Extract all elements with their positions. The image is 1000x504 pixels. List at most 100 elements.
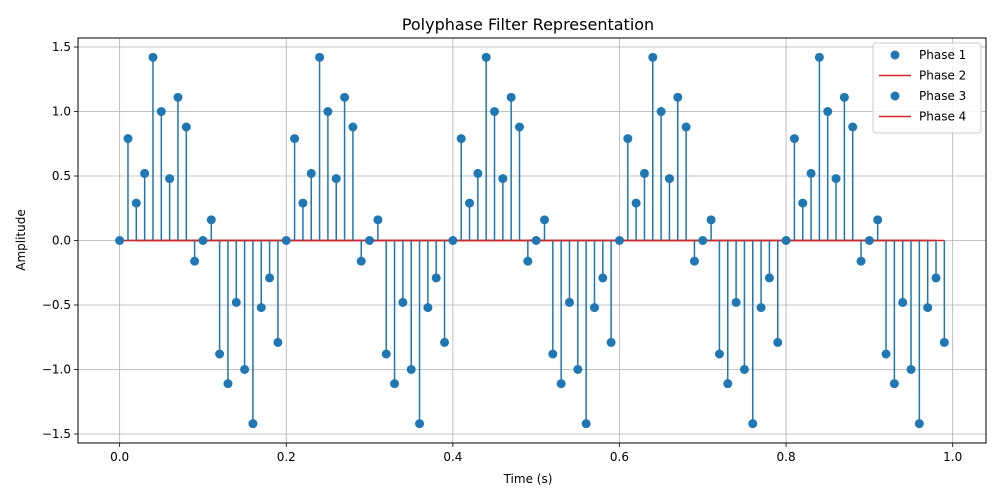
phase-3-marker	[431, 273, 441, 283]
legend-box	[872, 42, 982, 134]
phase-1-marker	[348, 122, 358, 132]
phase-3-marker	[231, 297, 241, 307]
phase-4-marker	[606, 337, 616, 347]
phase-2-marker	[456, 134, 466, 144]
phase-1-marker	[881, 349, 891, 359]
phase-2-marker	[223, 379, 233, 389]
marker-layer	[115, 52, 949, 429]
phase-4-marker	[273, 337, 283, 347]
phase-3-marker	[798, 198, 808, 208]
phase-3-marker	[265, 273, 275, 283]
phase-4-marker	[773, 337, 783, 347]
phase-1-marker	[914, 419, 924, 429]
x-tick-label: 0.2	[277, 450, 296, 464]
phase-4-marker	[406, 364, 416, 374]
phase-1-marker	[281, 236, 291, 245]
phase-1-marker	[814, 52, 824, 62]
phase-1-legend-marker	[890, 50, 900, 60]
phase-1-marker	[681, 122, 691, 132]
phase-2-marker	[789, 134, 799, 144]
x-tick-label: 0.6	[610, 450, 629, 464]
y-tick-label: 0.5	[52, 169, 71, 183]
phase-2-marker	[556, 379, 566, 389]
phase-4-marker	[939, 337, 949, 347]
phase-4-marker	[506, 92, 516, 102]
phase-3-marker	[698, 236, 708, 245]
phase-3-marker	[731, 297, 741, 307]
phase-2-marker	[889, 379, 899, 389]
phase-1-marker	[548, 349, 558, 359]
phase-2-marker	[856, 256, 866, 266]
phase-1-legend-label: Phase 1	[919, 48, 966, 62]
phase-4-marker	[839, 92, 849, 102]
phase-1-marker	[381, 349, 391, 359]
phase-3-legend-label: Phase 3	[919, 89, 966, 103]
phase-3-marker	[531, 236, 541, 245]
phase-4-marker	[639, 168, 649, 178]
phase-1-marker	[481, 52, 491, 62]
phase-4-marker	[440, 337, 450, 347]
phase-2-marker	[423, 303, 433, 313]
phase-3-marker	[298, 198, 308, 208]
phase-3-marker	[631, 198, 641, 208]
phase-3-marker	[898, 297, 908, 307]
phase-1-marker	[748, 419, 758, 429]
y-axis-label: Amplitude	[14, 209, 28, 271]
phase-1-marker	[648, 52, 658, 62]
y-tick-label: 0.0	[52, 234, 71, 248]
phase-2-marker	[190, 256, 200, 266]
phase-4-marker	[473, 168, 483, 178]
phase-2-marker	[156, 107, 166, 117]
phase-1-marker	[714, 349, 724, 359]
phase-2-marker	[756, 303, 766, 313]
phase-3-marker	[331, 174, 341, 184]
phase-2-legend-label: Phase 2	[919, 69, 966, 83]
phase-1-marker	[781, 236, 791, 245]
phase-4-marker	[340, 92, 350, 102]
phase-1-marker	[315, 52, 325, 62]
phase-2-marker	[923, 303, 933, 313]
phase-1-marker	[248, 419, 258, 429]
phase-3-marker	[198, 236, 208, 245]
y-tick-label: −1.5	[42, 427, 71, 441]
phase-4-marker	[206, 215, 216, 225]
phase-2-marker	[123, 134, 133, 144]
y-tick-label: −1.0	[42, 362, 71, 376]
phase-4-marker	[173, 92, 183, 102]
x-axis-ticks: 0.0 0.2 0.4 0.6 0.8 1.0	[110, 443, 962, 464]
phase-4-marker	[140, 168, 150, 178]
phase-2-marker	[490, 107, 500, 117]
phase-2-marker	[523, 256, 533, 266]
x-axis-label: Time (s)	[503, 472, 553, 486]
x-tick-label: 0.8	[777, 450, 796, 464]
phase-3-marker	[764, 273, 774, 283]
phase-1-marker	[515, 122, 525, 132]
y-tick-label: 1.0	[52, 105, 71, 119]
phase-4-marker	[240, 364, 250, 374]
phase-3-marker	[564, 297, 574, 307]
phase-4-marker	[306, 168, 316, 178]
phase-3-marker	[831, 174, 841, 184]
stem-layer	[127, 57, 946, 424]
phase-4-marker	[806, 168, 816, 178]
phase-3-marker	[365, 236, 375, 245]
phase-2-marker	[656, 107, 666, 117]
phase-1-marker	[848, 122, 858, 132]
phase-1-marker	[415, 419, 425, 429]
phase-3-marker	[165, 174, 175, 184]
y-tick-label: −0.5	[42, 298, 71, 312]
phase-2-marker	[290, 134, 300, 144]
x-tick-label: 0.4	[443, 450, 462, 464]
phase-4-marker	[739, 364, 749, 374]
phase-1-marker	[448, 236, 458, 245]
phase-2-marker	[256, 303, 266, 313]
phase-1-marker	[614, 236, 624, 245]
legend: Phase 1 Phase 2 Phase 3 Phase 4	[872, 42, 982, 134]
phase-2-marker	[356, 256, 366, 266]
phase-2-marker	[723, 379, 733, 389]
phase-2-marker	[623, 134, 633, 144]
phase-1-marker	[581, 419, 591, 429]
phase-3-marker	[931, 273, 941, 283]
phase-1-marker	[215, 349, 225, 359]
